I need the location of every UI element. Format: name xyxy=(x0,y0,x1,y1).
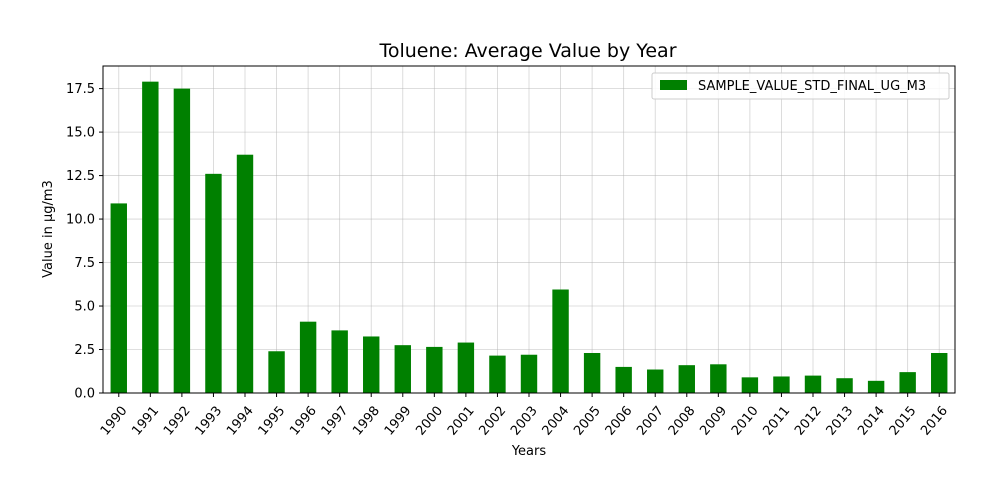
bar xyxy=(741,377,759,393)
x-tick-label: 2002 xyxy=(476,404,509,439)
bar xyxy=(457,342,475,393)
x-tick-label: 2014 xyxy=(855,404,888,439)
y-tick-label: 12.5 xyxy=(66,169,95,184)
x-tick-label: 1991 xyxy=(129,404,162,439)
bar xyxy=(867,380,885,393)
bar xyxy=(773,376,790,393)
bar xyxy=(299,321,317,393)
x-tick-label: 2007 xyxy=(634,404,667,439)
bar xyxy=(363,336,380,393)
x-tick-label: 2012 xyxy=(792,404,825,439)
y-tick-label: 7.5 xyxy=(74,256,95,271)
bar xyxy=(331,330,348,393)
x-tick-label: 1993 xyxy=(192,404,225,439)
y-tick-label: 5.0 xyxy=(74,300,95,315)
x-tick-label: 1992 xyxy=(161,404,194,439)
x-tick-label: 1995 xyxy=(256,404,289,439)
x-tick-label: 1999 xyxy=(382,404,415,439)
bar xyxy=(489,355,506,393)
bars xyxy=(110,81,948,394)
x-tick-label: 2009 xyxy=(697,404,730,439)
bar xyxy=(520,354,538,393)
y-tick-label: 10.0 xyxy=(66,213,95,228)
bar xyxy=(710,364,727,393)
chart-title: Toluene: Average Value by Year xyxy=(378,40,676,62)
bar xyxy=(173,88,191,394)
x-tick-label: 2003 xyxy=(508,404,541,439)
bar xyxy=(804,375,822,393)
x-tick-label: 1998 xyxy=(350,404,383,439)
bar xyxy=(394,345,411,393)
bar xyxy=(931,352,948,393)
x-tick-label: 2004 xyxy=(540,404,573,439)
x-tick-label: 2011 xyxy=(760,404,793,439)
bar xyxy=(678,365,695,393)
x-tick-label: 2005 xyxy=(571,404,604,439)
bar xyxy=(110,203,127,393)
bar xyxy=(615,366,632,393)
x-tick-label: 1994 xyxy=(224,404,257,439)
legend-label: SAMPLE_VALUE_STD_FINAL_UG_M3 xyxy=(698,79,926,94)
bar xyxy=(236,154,254,393)
legend: SAMPLE_VALUE_STD_FINAL_UG_M3 xyxy=(651,72,950,100)
x-tick-label: 2013 xyxy=(824,404,857,439)
x-tick-label: 2000 xyxy=(413,404,446,439)
legend-box xyxy=(651,72,950,100)
x-tick-label: 1996 xyxy=(287,404,320,439)
y-tick-label: 2.5 xyxy=(74,343,95,358)
y-axis-label: Value in µg/m3 xyxy=(41,180,56,278)
bar xyxy=(426,346,443,393)
bar xyxy=(205,173,222,393)
x-tick-label: 2010 xyxy=(729,404,762,439)
x-tick-label: 2016 xyxy=(918,404,951,439)
y-tick-label: 17.5 xyxy=(66,82,95,97)
x-axis: 1990199119921993199419951996199719981999… xyxy=(98,393,951,439)
legend-swatch xyxy=(660,80,687,90)
y-tick-label: 0.0 xyxy=(74,387,95,402)
x-tick-label: 1997 xyxy=(319,404,352,439)
x-axis-label: Years xyxy=(511,444,547,459)
x-tick-label: 2001 xyxy=(445,404,478,439)
y-tick-label: 15.0 xyxy=(66,126,95,141)
bar xyxy=(583,352,601,393)
x-tick-label: 2008 xyxy=(666,404,699,439)
x-tick-label: 2015 xyxy=(887,404,920,439)
x-tick-label: 1990 xyxy=(98,404,131,439)
bar xyxy=(552,289,569,393)
bar xyxy=(836,378,853,393)
bar xyxy=(268,351,285,393)
y-axis: 0.0 2.5 5.0 7.5 10.0 12.5 15.0 17.5 xyxy=(66,82,103,402)
bar xyxy=(899,372,916,393)
x-tick-label: 2006 xyxy=(603,404,636,439)
grid xyxy=(103,66,955,394)
bar xyxy=(647,369,664,393)
bar xyxy=(142,81,159,393)
